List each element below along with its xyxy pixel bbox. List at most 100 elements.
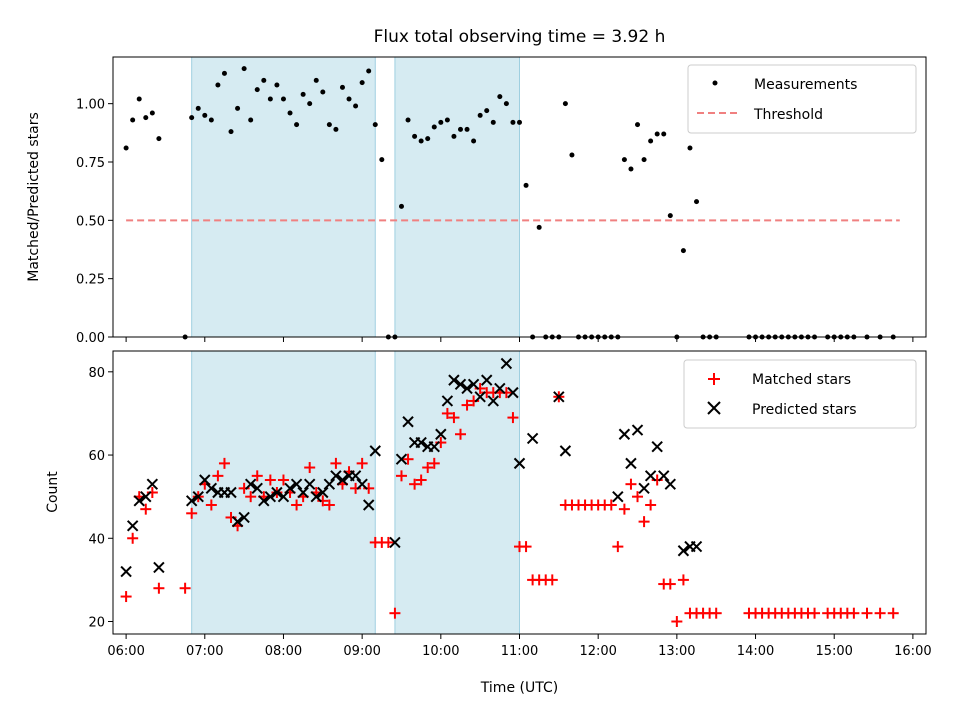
predicted-star-point <box>153 561 165 574</box>
predicted-star-point <box>133 495 145 507</box>
matched-star-point <box>120 591 132 603</box>
measurement-point <box>143 115 149 121</box>
predicted-star-point <box>441 395 454 407</box>
matched-star-point <box>291 499 303 511</box>
matched-star-point <box>861 607 873 619</box>
legend-threshold-label: Threshold <box>753 107 823 123</box>
matched-star-point <box>218 457 230 469</box>
measurement-point <box>457 126 463 132</box>
measurement-point <box>523 182 529 188</box>
bottom-ytick-label: 20 <box>88 616 105 631</box>
matched-star-point <box>330 457 342 469</box>
predicted-star-point <box>330 470 342 482</box>
measurement-point <box>451 133 457 139</box>
matched-star-point <box>179 582 191 594</box>
bottom-xtick-label: 10:00 <box>422 644 459 659</box>
matched-star-point <box>140 503 152 515</box>
bottom-shaded-intervals <box>191 350 521 635</box>
measurement-point <box>425 136 431 142</box>
matched-star-point <box>848 607 860 619</box>
measurement-point <box>221 70 227 76</box>
matched-star-point <box>645 499 657 511</box>
measurement-point <box>202 112 208 118</box>
matched-star-point <box>304 462 316 474</box>
top-ytick-label: 0.00 <box>76 331 105 346</box>
measurement-point <box>235 105 241 111</box>
matched-star-point <box>356 457 368 469</box>
measurement-point <box>313 77 319 83</box>
predicted-star-point <box>500 357 513 370</box>
measurement-point <box>497 94 503 100</box>
predicted-star-point <box>140 490 152 503</box>
bottom-xtick-label: 09:00 <box>343 644 380 659</box>
bottom-legend-box <box>683 359 917 429</box>
measurement-point <box>431 124 437 130</box>
matched-star-point <box>448 412 460 424</box>
measurement-point <box>464 126 470 132</box>
measurement-point <box>635 122 641 128</box>
measurement-point <box>228 129 234 135</box>
matched-star-point <box>441 407 453 419</box>
measurement-point <box>562 101 568 107</box>
matched-star-point <box>605 499 617 511</box>
matched-star-point <box>323 499 335 511</box>
measurement-point <box>287 110 293 116</box>
legend-measurements-marker <box>712 80 718 86</box>
bottom-xtick-label: 12:00 <box>579 644 616 659</box>
matched-star-point <box>205 499 217 511</box>
legend-matched-marker <box>708 373 720 385</box>
measurement-point <box>661 131 667 137</box>
predicted-star-point <box>507 386 519 399</box>
predicted-star-point <box>690 540 703 553</box>
predicted-star-point <box>244 478 257 490</box>
top-ytick-label: 0.25 <box>76 273 105 288</box>
top-ytick-label: 0.75 <box>76 156 105 171</box>
predicted-star-point <box>146 478 159 490</box>
predicted-star-point <box>277 490 290 503</box>
matched-star-point <box>546 574 558 586</box>
measurement-point <box>412 133 418 139</box>
measurement-point <box>641 157 647 163</box>
matched-star-point <box>245 491 257 503</box>
measurement-point <box>694 199 700 205</box>
matched-star-point <box>671 616 683 628</box>
measurement-point <box>307 101 313 107</box>
predicted-star-point <box>271 486 283 499</box>
matched-star-point <box>507 412 519 424</box>
predicted-star-point <box>631 424 644 436</box>
shaded-interval-2 <box>394 56 521 338</box>
measurement-point <box>379 157 385 163</box>
matched-star-point <box>677 574 689 586</box>
bottom-xtick-label: 15:00 <box>815 644 852 659</box>
measurement-point <box>477 112 483 118</box>
bottom-ticks: 20 40 60 80 06:00 07:00 08:00 09:00 10:00 11:00 12… <box>88 366 931 659</box>
top-legend-box <box>687 64 917 134</box>
top-panel: 0.00 0.25 0.50 0.75 1.00 Matched/Predicted s… <box>26 56 927 346</box>
matched-star-point <box>809 607 821 619</box>
top-ylabel: Matched/Predicted stars <box>26 112 42 282</box>
matched-star-point <box>389 607 401 619</box>
matched-star-point <box>395 470 407 482</box>
matched-star-point <box>520 541 532 553</box>
measurement-point <box>372 122 378 128</box>
predicted-star-point <box>303 478 316 490</box>
bottom-ylabel: Count <box>45 471 61 513</box>
predicted-star-point <box>474 391 486 403</box>
bottom-xtick-label: 07:00 <box>186 644 223 659</box>
bottom-ytick-label: 80 <box>88 366 105 381</box>
predicted-star-point <box>251 482 263 495</box>
predicted-star-point <box>612 490 624 503</box>
shaded-interval-2 <box>394 350 521 635</box>
measurement-point <box>195 105 201 111</box>
measurement-point <box>510 119 516 125</box>
measurement-point <box>353 103 359 109</box>
measurement-point <box>418 138 424 144</box>
shaded-interval-1 <box>191 56 376 338</box>
measurement-point <box>667 213 673 219</box>
measurement-point <box>444 117 450 123</box>
measurement-point <box>215 82 221 88</box>
measurement-point <box>123 145 129 151</box>
top-ticks: 0.00 0.25 0.50 0.75 1.00 <box>76 98 914 346</box>
matched-star-point <box>153 582 165 594</box>
